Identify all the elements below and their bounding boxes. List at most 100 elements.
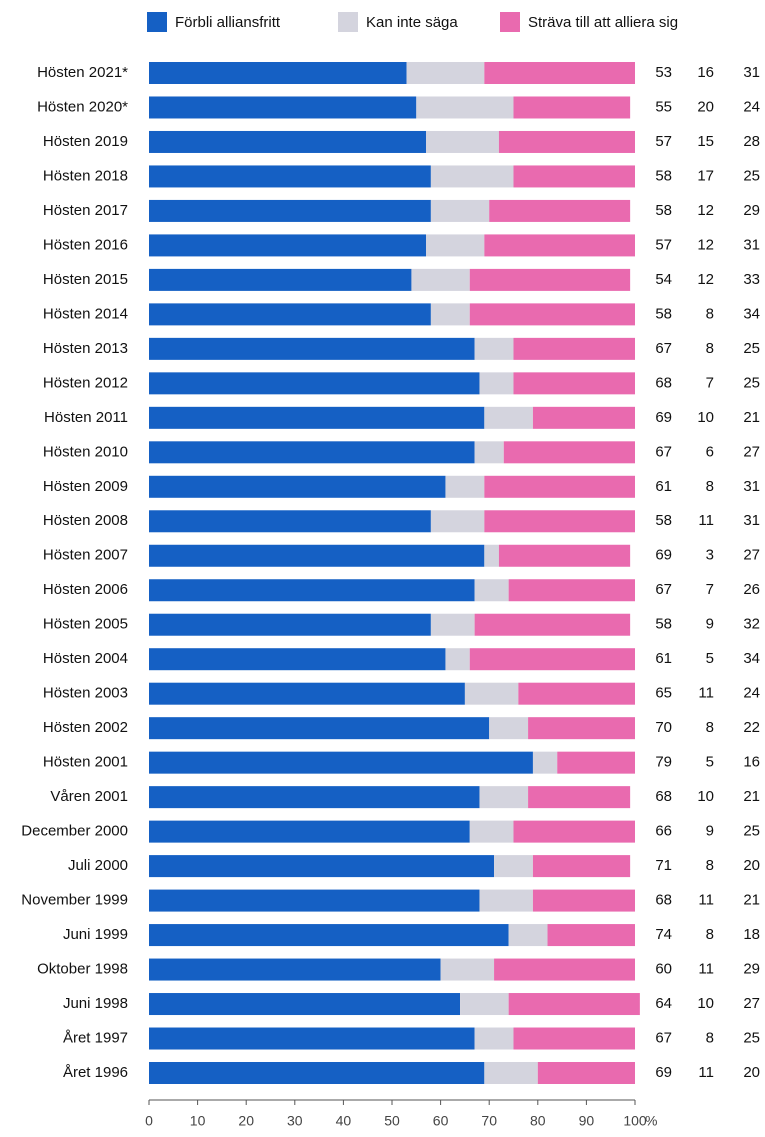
value-label: 21 xyxy=(743,788,760,805)
value-label: 27 xyxy=(743,547,760,564)
value-label: 8 xyxy=(706,857,714,874)
bar-segment xyxy=(513,820,635,843)
y-tick-label: Året 1997 xyxy=(63,1029,128,1046)
bar-segment xyxy=(406,62,485,84)
bar-segment xyxy=(484,62,635,84)
bar-segment xyxy=(411,268,470,291)
value-label: 20 xyxy=(743,857,760,874)
y-tick-label: Hösten 2012 xyxy=(43,374,128,391)
bar-segment xyxy=(503,441,635,464)
value-label: 16 xyxy=(743,754,760,771)
bar-segment xyxy=(149,579,475,602)
value-label: 31 xyxy=(743,64,760,81)
bar-segment xyxy=(149,475,446,498)
value-label: 20 xyxy=(697,98,714,115)
bar-segment xyxy=(149,993,461,1016)
value-label: 61 xyxy=(655,478,672,495)
bar-segment xyxy=(430,510,485,533)
value-label: 16 xyxy=(697,64,714,81)
bar-segment xyxy=(489,199,631,222)
y-tick-label: Hösten 2005 xyxy=(43,616,128,633)
bar-segment xyxy=(489,717,529,740)
value-label: 27 xyxy=(743,995,760,1012)
bar-segment xyxy=(149,717,490,740)
bar-segment xyxy=(557,751,635,774)
value-label: 25 xyxy=(743,1029,760,1046)
y-tick-label: Juli 2000 xyxy=(68,857,128,874)
bar-segment xyxy=(479,786,529,809)
value-label: 74 xyxy=(655,926,672,943)
value-label: 5 xyxy=(706,754,714,771)
y-tick-label: Hösten 2003 xyxy=(43,685,128,702)
bar-segment xyxy=(149,613,431,636)
value-label: 11 xyxy=(698,685,714,702)
value-label: 8 xyxy=(706,305,714,322)
value-label: 11 xyxy=(698,1064,714,1081)
bar-segment xyxy=(508,924,548,947)
value-label: 68 xyxy=(655,374,672,391)
y-tick-label: Hösten 2008 xyxy=(43,512,128,529)
bar-segment xyxy=(460,993,509,1016)
x-tick-label: 60 xyxy=(433,1113,449,1129)
bar-segment xyxy=(149,751,533,774)
x-tick-label: 20 xyxy=(238,1113,254,1129)
bar-segment xyxy=(508,579,635,602)
value-label: 12 xyxy=(697,202,714,219)
value-label: 8 xyxy=(706,926,714,943)
bar-segment xyxy=(149,406,485,429)
bar-segment xyxy=(149,62,407,84)
bar-segment xyxy=(532,855,631,878)
value-label: 24 xyxy=(743,98,760,115)
bar-segment xyxy=(149,199,431,222)
y-tick-label: Hösten 2018 xyxy=(43,167,128,184)
x-tick-label: 90 xyxy=(579,1113,595,1129)
y-tick-label: Hösten 2019 xyxy=(43,133,128,150)
bar-segment xyxy=(513,372,635,395)
bar-segment xyxy=(469,303,635,326)
value-label: 12 xyxy=(697,271,714,288)
bar-segment xyxy=(149,441,475,464)
bar-segment xyxy=(149,1062,485,1084)
value-label: 68 xyxy=(655,892,672,909)
y-tick-label: Hösten 2017 xyxy=(43,202,128,219)
value-label: 71 xyxy=(655,857,672,874)
bar-segment xyxy=(537,1062,635,1084)
bar-segment xyxy=(149,682,465,705)
bar-segment xyxy=(547,924,635,947)
value-label: 7 xyxy=(706,581,714,598)
bar-segment xyxy=(494,958,635,981)
value-label: 29 xyxy=(743,961,760,978)
bar-segment xyxy=(479,889,533,912)
value-label: 67 xyxy=(655,340,672,357)
value-label: 58 xyxy=(655,305,672,322)
y-tick-label: Hösten 2007 xyxy=(43,547,128,564)
bar-segment xyxy=(149,544,485,567)
y-tick-label: Hösten 2002 xyxy=(43,719,128,736)
value-label: 18 xyxy=(743,926,760,943)
value-label: 54 xyxy=(655,271,672,288)
value-label: 8 xyxy=(706,719,714,736)
bar-segment xyxy=(513,96,631,119)
value-label: 6 xyxy=(706,443,714,460)
value-label: 27 xyxy=(743,443,760,460)
value-label: 11 xyxy=(698,512,714,529)
bar-segment xyxy=(484,406,533,429)
value-label: 24 xyxy=(743,685,760,702)
y-tick-label: Hösten 2013 xyxy=(43,340,128,357)
bar-segment xyxy=(498,544,631,567)
value-label: 17 xyxy=(697,167,714,184)
value-label: 69 xyxy=(655,547,672,564)
bar-segment xyxy=(149,786,480,809)
y-tick-label: November 1999 xyxy=(21,892,128,909)
value-label: 64 xyxy=(655,995,672,1012)
value-label: 34 xyxy=(743,650,760,667)
bar-segment xyxy=(149,855,495,878)
bar-segment xyxy=(430,199,490,222)
bar-segment xyxy=(484,234,635,257)
value-label: 57 xyxy=(655,133,672,150)
value-label: 58 xyxy=(655,512,672,529)
x-tick-label: 40 xyxy=(336,1113,352,1129)
value-label: 69 xyxy=(655,409,672,426)
bar-segment xyxy=(532,889,635,912)
value-label: 25 xyxy=(743,823,760,840)
